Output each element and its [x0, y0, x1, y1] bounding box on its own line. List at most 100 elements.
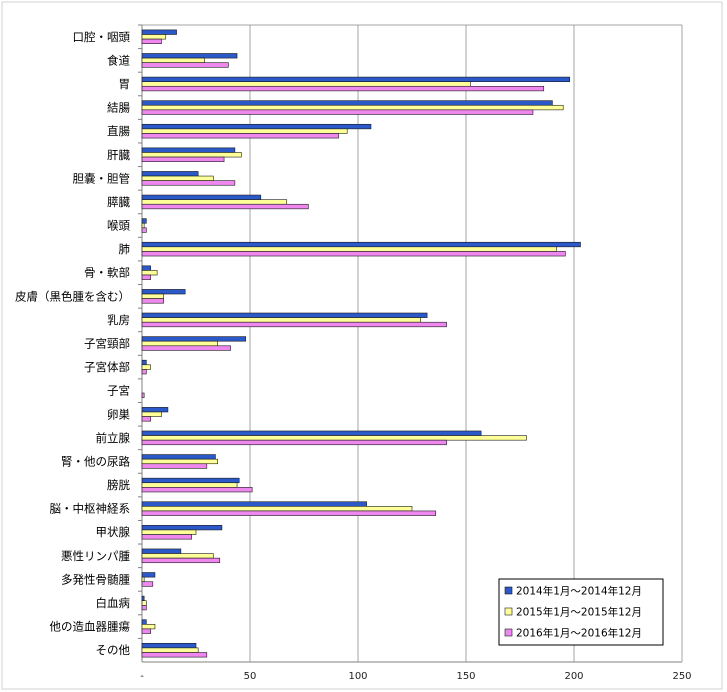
bar	[141, 392, 145, 398]
bar	[141, 600, 147, 606]
plot-area: - 50 100 150 200 250 口腔・咽頭食道胃結腸直腸肝臓胆嚢・胆管膵臓喉頭肺骨…	[15, 24, 692, 682]
y-category-label: 子宮	[107, 384, 130, 398]
bar	[141, 133, 339, 139]
bar	[141, 81, 471, 87]
bar	[141, 605, 147, 611]
x-tick-label: 50	[244, 671, 257, 682]
bar	[141, 85, 545, 92]
y-category-label: 皮膚（黒色腫を含む）	[15, 289, 130, 303]
bar	[141, 152, 242, 158]
bar	[141, 525, 223, 531]
bar	[141, 506, 413, 512]
x-tick-label: 250	[672, 671, 691, 682]
legend: 2014年1月～2014年12月 2015年1月～2015年12月 2016年1月～…	[498, 578, 664, 646]
bar	[141, 53, 238, 59]
legend-entry: 2014年1月～2014年12月	[516, 585, 642, 598]
y-category-label: 脳・中枢神経系	[50, 502, 131, 516]
y-category-label: 直腸	[107, 124, 130, 138]
bar	[141, 463, 208, 469]
bar	[141, 227, 147, 233]
y-category-label: 他の造血器腫瘍	[50, 620, 131, 634]
bar	[141, 218, 147, 224]
bar	[141, 147, 236, 153]
bar	[141, 62, 229, 68]
bar	[141, 581, 154, 587]
bar	[141, 458, 218, 465]
x-tick-label: 100	[348, 671, 367, 682]
bar	[141, 156, 225, 162]
y-category-label: 子宮頸部	[84, 337, 130, 351]
x-tick-label: -	[140, 671, 144, 682]
bar	[141, 553, 214, 559]
bar	[141, 194, 262, 200]
bar	[141, 643, 197, 649]
bar	[141, 595, 145, 602]
y-category-label: 多発性骨髄腫	[61, 572, 130, 586]
bar	[141, 345, 231, 351]
y-category-label: 膀胱	[107, 478, 130, 492]
bar	[141, 435, 527, 441]
y-category-label: 結腸	[107, 101, 130, 115]
bar	[141, 241, 581, 248]
bar	[141, 529, 197, 535]
bar	[141, 128, 348, 134]
bar	[141, 76, 570, 82]
bar	[141, 619, 147, 625]
bar	[141, 628, 151, 634]
bar	[141, 477, 240, 484]
bar	[141, 251, 566, 257]
legend-box	[498, 578, 664, 646]
y-category-label: 肺	[119, 242, 131, 256]
bar	[141, 557, 221, 564]
bar	[141, 576, 145, 583]
bar	[141, 501, 367, 507]
bar	[141, 407, 169, 413]
bar	[141, 246, 558, 252]
bar	[141, 57, 205, 63]
bar	[141, 317, 421, 323]
bar	[141, 336, 246, 342]
bar	[141, 548, 182, 554]
bar	[141, 647, 199, 653]
y-category-label: 卵巣	[107, 407, 130, 421]
y-category-label: 悪性リンパ腫	[61, 549, 130, 563]
bar	[141, 652, 208, 658]
bar	[141, 109, 534, 115]
y-category-label: 腎・他の尿路	[61, 454, 130, 468]
x-tick-label: 150	[456, 671, 475, 682]
bar	[141, 203, 309, 210]
bar	[141, 298, 164, 304]
y-category-label: 食道	[107, 53, 130, 67]
bar	[141, 38, 162, 44]
bar	[141, 487, 253, 493]
bar	[141, 624, 156, 630]
bar	[141, 199, 288, 205]
bar	[141, 293, 164, 299]
legend-swatch	[504, 628, 513, 637]
bar	[141, 104, 564, 111]
y-category-label: 骨・軟部	[84, 266, 130, 280]
bar	[141, 175, 214, 181]
bar	[141, 34, 167, 40]
bar	[141, 454, 216, 460]
y-category-label: 乳房	[107, 313, 130, 327]
y-category-label: 膵臓	[107, 195, 130, 209]
bar	[141, 289, 186, 295]
bar	[141, 312, 428, 318]
bar	[141, 123, 372, 130]
y-category-label: 肝臓	[107, 148, 130, 162]
x-tick-label: 200	[564, 671, 583, 682]
bar	[141, 359, 147, 366]
y-category-label: 子宮体部	[84, 360, 130, 374]
legend-swatch	[504, 607, 513, 616]
legend-entry: 2015年1月～2015年12月	[516, 606, 642, 619]
y-category-label: その他	[96, 643, 131, 657]
bar	[141, 222, 145, 229]
bar	[141, 430, 482, 436]
bar	[141, 340, 218, 347]
bar	[141, 510, 437, 516]
y-category-label: 甲状腺	[96, 525, 131, 539]
y-category-label: 白血病	[96, 596, 131, 610]
bar	[141, 439, 447, 446]
legend-entry: 2016年1月～2016年12月	[516, 627, 642, 640]
